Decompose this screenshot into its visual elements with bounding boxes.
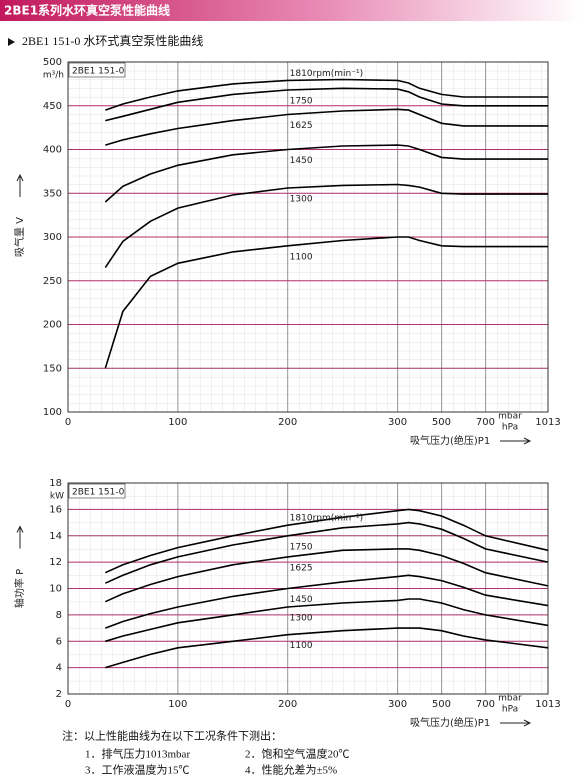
y-tick-label: 12	[49, 557, 62, 568]
note-item: 3．工作液温度为15℃	[85, 763, 190, 776]
y-tick-label: 500	[43, 57, 62, 68]
y-tick-label: 2	[56, 689, 62, 700]
x-tick-label: 500	[432, 417, 451, 428]
series-line	[105, 78, 548, 111]
series-line	[104, 183, 548, 269]
series-label: 1625	[290, 121, 313, 131]
note-item: 1．排气压力1013mbar	[85, 747, 190, 761]
note-item: 4．性能允差为±5%	[245, 763, 337, 776]
x-tick-label: 300	[388, 699, 407, 710]
series-line	[105, 598, 549, 643]
series-label: 1100	[290, 641, 313, 651]
y-tick-label: 400	[43, 145, 62, 156]
y-tick-label: 450	[43, 101, 62, 112]
series-label: 1450	[290, 595, 313, 605]
x-axis-label: 吸气压力(绝压)P1	[410, 434, 490, 447]
x-unit: mbar	[498, 412, 522, 422]
x-unit: hPa	[502, 705, 518, 715]
model-box	[68, 62, 126, 78]
series-label: 1810rpm(min⁻¹)	[290, 514, 363, 524]
y-tick-label: 250	[43, 276, 62, 287]
series-label: 1750	[290, 542, 313, 552]
series-label: 1625	[290, 563, 313, 573]
series-line	[104, 521, 549, 584]
y-tick-label: 200	[43, 320, 62, 331]
series-label: 1300	[290, 195, 313, 205]
y-tick-label: 10	[49, 584, 62, 595]
x-tick-label: 500	[432, 699, 451, 710]
series-label: 1100	[290, 252, 313, 262]
series-label: 1450	[290, 156, 313, 166]
series-line	[105, 87, 548, 122]
header-title: 2BE1系列水环真空泵性能曲线	[4, 3, 170, 18]
series-line	[104, 508, 549, 574]
note-item: 2．饱和空气温度20℃	[245, 747, 350, 761]
y-tick-label: 350	[43, 188, 62, 199]
series-label: 1810rpm(min⁻¹)	[290, 69, 363, 79]
model-box	[68, 483, 126, 499]
y-tick-label: 100	[43, 407, 62, 418]
y-tick-label: 14	[49, 531, 62, 542]
subtitle: 2BE1 151-0 水环式真空泵性能曲线	[22, 34, 203, 48]
x-tick-label: 100	[168, 417, 187, 428]
y-tick-label: 4	[56, 663, 62, 674]
series-line	[104, 548, 549, 603]
x-unit: mbar	[498, 694, 522, 704]
x-tick-label: 0	[65, 699, 71, 710]
y-tick-label: 16	[49, 504, 62, 515]
series-line	[105, 627, 549, 669]
x-tick-label: 1013	[535, 699, 560, 710]
y-tick-label: 8	[56, 610, 62, 621]
y-axis-label: 轴功率 P	[13, 569, 26, 608]
y-axis-label: 吸气量 V	[13, 217, 26, 257]
x-arrow	[500, 437, 532, 445]
bullet	[8, 38, 15, 46]
y-arrow	[16, 173, 24, 197]
x-tick-label: 700	[476, 417, 495, 428]
y-unit: kW	[50, 492, 64, 502]
x-arrow	[500, 719, 532, 727]
x-tick-label: 200	[278, 417, 297, 428]
series-line	[104, 236, 548, 369]
y-tick-label: 18	[49, 478, 62, 489]
x-unit: hPa	[502, 423, 518, 433]
header-bar	[0, 0, 580, 21]
y-arrow	[16, 525, 24, 549]
series-line	[105, 108, 548, 146]
plot-frame	[67, 482, 549, 695]
x-tick-label: 100	[168, 699, 187, 710]
y-tick-label: 6	[56, 636, 62, 647]
x-tick-label: 0	[65, 417, 71, 428]
series-line	[104, 144, 548, 203]
series-line	[105, 574, 549, 629]
y-tick-label: 300	[43, 232, 62, 243]
plot-frame	[67, 61, 549, 413]
x-tick-label: 300	[388, 417, 407, 428]
notes-intro: 注：以上性能曲线为在以下工况条件下测出：	[62, 729, 282, 743]
x-tick-label: 700	[476, 699, 495, 710]
y-unit: m³/h	[43, 71, 64, 81]
model-label: 2BE1 151-0	[72, 67, 125, 77]
series-label: 1750	[290, 97, 313, 107]
series-label: 1300	[290, 613, 313, 623]
x-axis-label: 吸气压力(绝压)P1	[410, 716, 490, 729]
y-tick-label: 150	[43, 363, 62, 374]
model-label: 2BE1 151-0	[72, 488, 125, 498]
x-tick-label: 200	[278, 699, 297, 710]
x-tick-label: 1013	[535, 417, 560, 428]
